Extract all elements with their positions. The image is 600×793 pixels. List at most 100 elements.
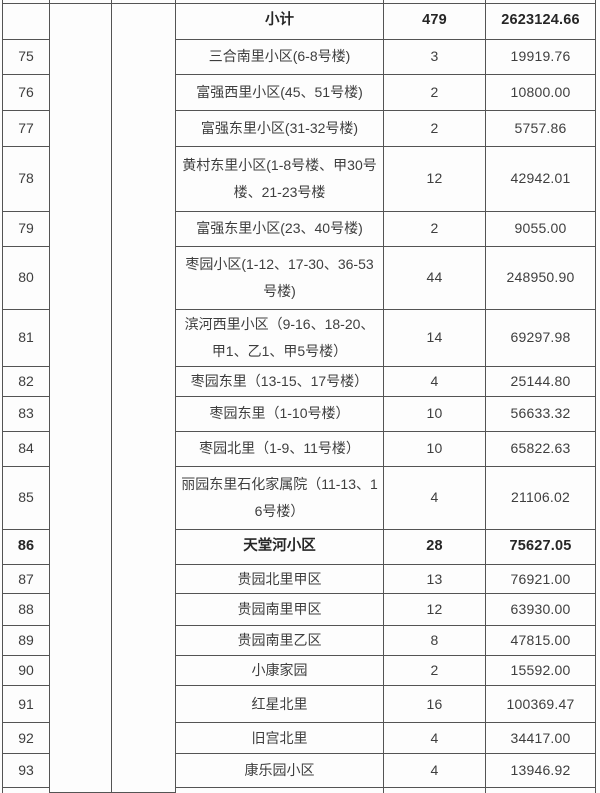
- amount-cell: [485, 787, 596, 793]
- count-cell: 10: [383, 395, 486, 432]
- amount-cell: 248950.90: [485, 245, 596, 310]
- count-cell: 2: [383, 655, 486, 687]
- table-row: 82 枣园东里（13-15、17号楼） 4 25144.80: [2, 365, 596, 397]
- amount-cell: 19919.76: [485, 38, 596, 75]
- community-name-cell: 贵园南里甲区: [175, 593, 384, 627]
- amount-cell: 76921.00: [485, 563, 596, 595]
- merged-column3-cell: [111, 2, 176, 793]
- table-row: 89 贵园南里乙区 8 47815.00: [2, 625, 596, 657]
- community-name-cell: 三合南里小区(6-8号楼): [175, 38, 384, 75]
- community-name-cell: 枣园东里（1-10号楼）: [175, 395, 384, 432]
- community-name-cell: 红星北里: [175, 685, 384, 724]
- count-cell: 8: [383, 625, 486, 657]
- row-number-cell: 88: [2, 593, 50, 627]
- row-number-cell: 87: [2, 563, 50, 595]
- row-number-cell: 85: [2, 465, 50, 530]
- merged-column2-cell: [49, 2, 112, 793]
- amount-cell: 25144.80: [485, 365, 596, 397]
- count-cell: 28: [383, 528, 486, 565]
- amount-cell: 2623124.66: [485, 2, 596, 40]
- row-number-cell: 90: [2, 655, 50, 687]
- table-row: 78 黄村东里小区(1-8号楼、甲30号楼、21-23号楼 12 42942.01: [2, 145, 596, 212]
- row-number-cell: 86: [2, 528, 50, 565]
- table-row: 80 枣园小区(1-12、17-30、36-53号楼) 44 248950.90: [2, 245, 596, 310]
- amount-cell: 34417.00: [485, 722, 596, 755]
- count-cell: 4: [383, 365, 486, 397]
- table-row: 90 小康家园 2 15592.00: [2, 655, 596, 687]
- row-number-cell: 75: [2, 38, 50, 75]
- amount-cell: 75627.05: [485, 528, 596, 565]
- row-number-cell: 92: [2, 722, 50, 755]
- table-row: 75 三合南里小区(6-8号楼) 3 19919.76: [2, 38, 596, 75]
- table-row: 87 贵园北里甲区 13 76921.00: [2, 563, 596, 595]
- amount-cell: 56633.32: [485, 395, 596, 432]
- partial-row-bottom: [2, 787, 596, 793]
- row-number-cell: 82: [2, 365, 50, 397]
- row-number-cell: 81: [2, 308, 50, 367]
- table-row: 93 康乐园小区 4 13946.92: [2, 753, 596, 789]
- table-row: 91 红星北里 16 100369.47: [2, 685, 596, 724]
- community-name-cell: 旧宫北里: [175, 722, 384, 755]
- count-cell: 4: [383, 722, 486, 755]
- community-name-cell: 丽园东里石化家属院（11-13、16号楼）: [175, 465, 384, 530]
- row-number-cell: 78: [2, 145, 50, 212]
- amount-cell: 9055.00: [485, 210, 596, 247]
- row-number-cell: [2, 787, 50, 793]
- count-cell: 2: [383, 73, 486, 111]
- amount-cell: 15592.00: [485, 655, 596, 687]
- row-number-cell: 83: [2, 395, 50, 432]
- count-cell: 12: [383, 593, 486, 627]
- amount-cell: 47815.00: [485, 625, 596, 657]
- amount-cell: 10800.00: [485, 73, 596, 111]
- subtotal-label-cell: 小计: [175, 2, 384, 40]
- row-number-cell: 93: [2, 753, 50, 789]
- amount-cell: 63930.00: [485, 593, 596, 627]
- count-cell: [383, 787, 486, 793]
- count-cell: 14: [383, 308, 486, 367]
- community-name-cell: 贵园南里乙区: [175, 625, 384, 657]
- row-number-cell: 91: [2, 685, 50, 724]
- amount-cell: 100369.47: [485, 685, 596, 724]
- table-row: 92 旧宫北里 4 34417.00: [2, 722, 596, 755]
- community-name-cell: 枣园东里（13-15、17号楼）: [175, 365, 384, 397]
- count-cell: 13: [383, 563, 486, 595]
- community-name-cell: 黄村东里小区(1-8号楼、甲30号楼、21-23号楼: [175, 145, 384, 212]
- table-row: 84 枣园北里（1-9、11号楼） 10 65822.63: [2, 430, 596, 467]
- count-cell: 10: [383, 430, 486, 467]
- row-number-cell: 79: [2, 210, 50, 247]
- row-number-cell: 84: [2, 430, 50, 467]
- row-number-cell: 80: [2, 245, 50, 310]
- count-cell: 2: [383, 109, 486, 147]
- amount-cell: 65822.63: [485, 430, 596, 467]
- count-cell: 16: [383, 685, 486, 724]
- community-name-cell: 滨河西里小区（9-16、18-20、甲1、乙1、甲5号楼）: [175, 308, 384, 367]
- count-cell: 4: [383, 753, 486, 789]
- community-name-cell: [175, 787, 384, 793]
- table-row: 81 滨河西里小区（9-16、18-20、甲1、乙1、甲5号楼） 14 69297.9…: [2, 308, 596, 367]
- amount-cell: 13946.92: [485, 753, 596, 789]
- community-name-cell: 枣园小区(1-12、17-30、36-53号楼): [175, 245, 384, 310]
- community-name-cell: 天堂河小区: [175, 528, 384, 565]
- count-cell: 2: [383, 210, 486, 247]
- community-name-cell: 康乐园小区: [175, 753, 384, 789]
- community-name-cell: 富强西里小区(45、51号楼): [175, 73, 384, 111]
- row-number-cell: [2, 2, 50, 40]
- row-number-cell: 89: [2, 625, 50, 657]
- table-row: 76 富强西里小区(45、51号楼) 2 10800.00: [2, 73, 596, 111]
- row-number-cell: 77: [2, 109, 50, 147]
- count-cell: 4: [383, 465, 486, 530]
- community-name-cell: 小康家园: [175, 655, 384, 687]
- table-row: 86 天堂河小区 28 75627.05: [2, 528, 596, 565]
- row-number-cell: 76: [2, 73, 50, 111]
- amount-cell: 42942.01: [485, 145, 596, 212]
- count-cell: 3: [383, 38, 486, 75]
- community-name-cell: 富强东里小区(31-32号楼): [175, 109, 384, 147]
- count-cell: 12: [383, 145, 486, 212]
- community-name-cell: 富强东里小区(23、40号楼): [175, 210, 384, 247]
- community-name-cell: 贵园北里甲区: [175, 563, 384, 595]
- count-cell: 44: [383, 245, 486, 310]
- amount-cell: 69297.98: [485, 308, 596, 367]
- amount-cell: 21106.02: [485, 465, 596, 530]
